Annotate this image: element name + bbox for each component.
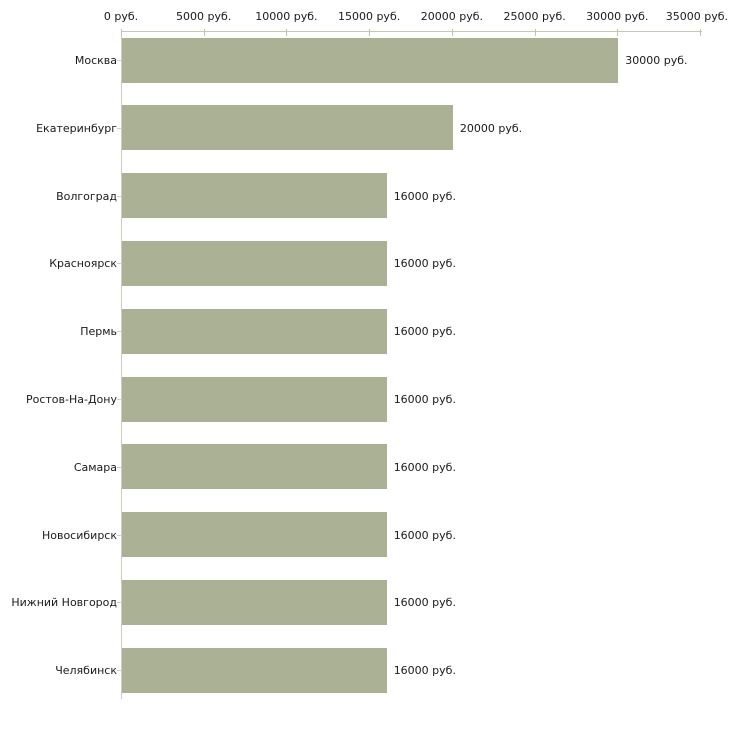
bar bbox=[122, 647, 387, 693]
bar bbox=[122, 240, 387, 286]
category-label: Красноярск bbox=[49, 257, 117, 271]
x-tick bbox=[286, 29, 288, 36]
category-tick bbox=[117, 60, 121, 61]
value-label: 16000 руб. bbox=[393, 257, 456, 271]
value-label: 16000 руб. bbox=[393, 189, 456, 203]
y-axis-line bbox=[121, 31, 122, 699]
bar bbox=[122, 37, 619, 83]
category-tick bbox=[117, 670, 121, 671]
x-tick bbox=[451, 29, 453, 36]
value-label: 20000 руб. bbox=[459, 121, 523, 135]
x-tick bbox=[203, 29, 205, 36]
x-tick bbox=[369, 29, 371, 36]
bar bbox=[122, 308, 387, 354]
category-label: Самара bbox=[73, 460, 117, 474]
x-tick-label: 20000 руб. bbox=[420, 10, 484, 23]
value-label: 16000 руб. bbox=[393, 596, 456, 610]
category-tick bbox=[117, 331, 121, 332]
category-label: Пермь bbox=[80, 325, 117, 339]
category-label: Новосибирск bbox=[41, 528, 117, 542]
category-label: Волгоград bbox=[56, 189, 117, 203]
category-tick bbox=[117, 535, 121, 536]
x-tick bbox=[617, 29, 619, 36]
category-label: Нижний Новгород bbox=[11, 596, 117, 610]
value-label: 16000 руб. bbox=[393, 528, 456, 542]
x-tick bbox=[121, 29, 122, 36]
bar bbox=[122, 105, 453, 151]
x-tick-label: 10000 руб. bbox=[255, 10, 318, 23]
category-tick bbox=[117, 602, 121, 603]
value-label: 16000 руб. bbox=[393, 325, 456, 339]
x-axis-line bbox=[121, 31, 702, 32]
x-tick bbox=[700, 29, 701, 36]
value-label: 16000 руб. bbox=[393, 664, 456, 678]
bar bbox=[122, 444, 387, 490]
category-label: Екатеринбург bbox=[36, 121, 117, 135]
category-tick bbox=[117, 196, 121, 197]
category-label: Челябинск bbox=[55, 664, 117, 678]
value-label: 16000 руб. bbox=[393, 393, 456, 406]
value-label: 30000 руб. bbox=[625, 54, 688, 67]
x-tick-label: 30000 руб. bbox=[586, 10, 649, 23]
category-tick bbox=[117, 128, 121, 129]
category-label: Москва bbox=[74, 54, 117, 67]
bar bbox=[122, 512, 387, 558]
category-tick bbox=[117, 399, 121, 400]
x-tick-label: 25000 руб. bbox=[503, 10, 566, 23]
bar bbox=[122, 579, 387, 625]
x-tick-label: 35000 руб. bbox=[665, 10, 728, 23]
category-tick bbox=[117, 467, 121, 468]
x-tick-label: 5000 руб. bbox=[176, 10, 232, 23]
category-label: Ростов-На-Дону bbox=[25, 393, 117, 406]
bar bbox=[122, 376, 387, 422]
x-tick-label: 15000 руб. bbox=[337, 10, 401, 23]
value-label: 16000 руб. bbox=[393, 460, 456, 474]
x-tick-label: 0 руб. bbox=[103, 10, 139, 23]
x-tick bbox=[534, 29, 536, 36]
category-tick bbox=[117, 263, 121, 264]
bar bbox=[122, 173, 387, 219]
